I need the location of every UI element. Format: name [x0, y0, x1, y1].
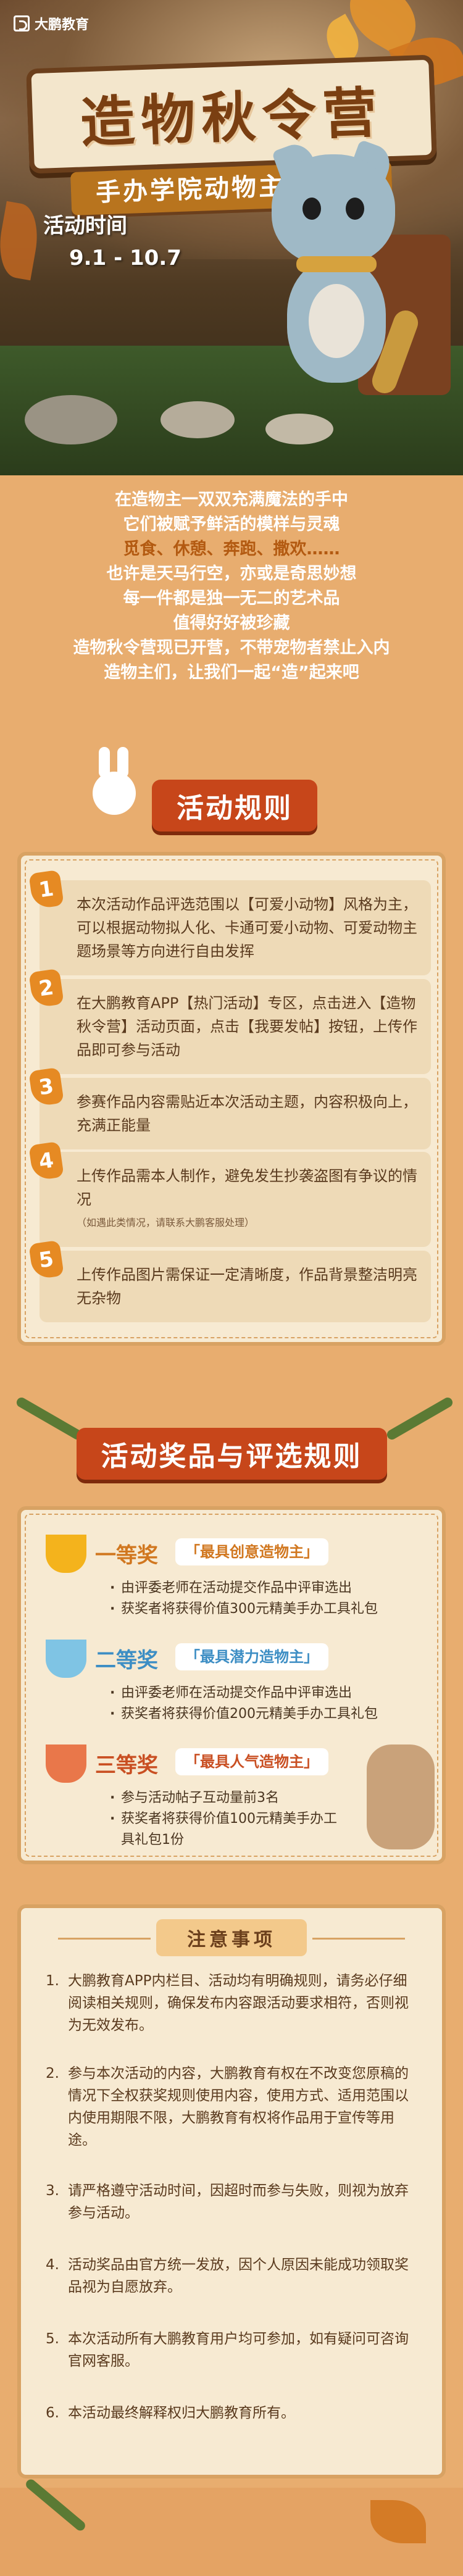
note-item: 4. 活动奖品由官方统一发放，因个人原因未能成功领取奖品视为自愿放弃。: [46, 2254, 416, 2298]
prize-details: 由评委老师在活动提交作品中评审选出 获奖者将获得价值200元精美手办工具礼包: [107, 1683, 378, 1725]
silver-trophy-icon: [46, 1640, 86, 1678]
prize-rank: 二等奖: [95, 1648, 158, 1673]
rule-item: 5 上传作品图片需保证一定清晰度，作品背景整洁明亮无杂物: [28, 1240, 431, 1322]
note-item: 5. 本次活动所有大鹏教育用户均可参加，如有疑问可咨询官网客服。: [46, 2328, 416, 2372]
event-time: 活动时间 9.1 - 10.7: [43, 210, 181, 274]
fern-decoration: [23, 2477, 88, 2533]
note-text: 参与本次活动的内容，大鹏教育有权在不改变您原稿的情况下全权获奖规则使用内容，使用…: [68, 2065, 409, 2148]
prizes-header-title: 活动奖品与评选规则: [76, 1428, 387, 1480]
prize-detail: 获奖者将获得价值100元精美手办工具礼包1份: [107, 1809, 342, 1851]
intro-text: 在造物主一双双充满魔法的手中 它们被赋予鲜活的模样与灵魂 觅食、休憩、奔跑、撒欢…: [0, 488, 463, 685]
bunny-icon: [80, 747, 148, 821]
rule-text: 本次活动作品评选范围以【可爱小动物】风格为主，可以根据动物拟人化、卡通可爱小动物…: [77, 896, 417, 960]
prize-rank: 三等奖: [95, 1753, 158, 1778]
cat-head: [272, 154, 395, 265]
brand-logo-text: 大鹏教育: [35, 17, 90, 33]
rule-note: （如遇此类情况，请联系大鹏客服处理）: [77, 1217, 255, 1228]
gold-trophy-icon: [46, 1535, 86, 1573]
prizes-header: 活动奖品与评选规则: [37, 1420, 426, 1488]
note-number: 1.: [46, 1973, 59, 1989]
rule-number: 1: [28, 869, 64, 910]
prize-detail: 获奖者将获得价值200元精美手办工具礼包: [107, 1704, 378, 1725]
event-time-label: 活动时间: [43, 214, 127, 238]
maple-leaf-icon: [370, 2500, 426, 2543]
prize-details: 参与活动帖子互动量前3名 获奖者将获得价值100元精美手办工具礼包1份: [107, 1788, 342, 1851]
rock: [265, 414, 333, 444]
note-item: 2. 参与本次活动的内容，大鹏教育有权在不改变您原稿的情况下全权获奖规则使用内容…: [46, 2062, 416, 2151]
hero-banner: 大鹏教育 造物秋令营 手办学院动物主题活动 活动时间 9.1 - 10.7: [0, 0, 463, 475]
prize-details: 由评委老师在活动提交作品中评审选出 获奖者将获得价值300元精美手办工具礼包: [107, 1578, 378, 1620]
notes-card: 注意事项 1. 大鹏教育APP内栏目、活动均有明确规则，请务必仔细阅读相关规则，…: [17, 1904, 446, 2478]
intro-line: 觅食、休憩、奔跑、撒欢……: [123, 540, 340, 559]
rules-card: 1 本次活动作品评选范围以【可爱小动物】风格为主，可以根据动物拟人化、卡通可爱小…: [17, 852, 446, 1346]
brand-logo[interactable]: 大鹏教育: [14, 14, 89, 33]
note-text: 本次活动所有大鹏教育用户均可参加，如有疑问可咨询官网客服。: [68, 2331, 409, 2369]
prize-tag: 「最具人气造物主」: [175, 1748, 328, 1775]
notes-header-title: 注意事项: [156, 1919, 307, 1956]
cow-figurine: [367, 1744, 435, 1849]
rule-text: 上传作品图片需保证一定清晰度，作品背景整洁明亮无杂物: [77, 1266, 417, 1307]
prize-second: 二等奖 「最具潜力造物主」 由评委老师在活动提交作品中评审选出 获奖者将获得价值…: [46, 1640, 428, 1732]
prize-tag: 「最具潜力造物主」: [175, 1643, 328, 1670]
rule-item: 4 上传作品需本人制作，避免发生抄袭盗图有争议的情况 （如遇此类情况，请联系大鹏…: [28, 1141, 431, 1247]
prizes-card: 一等奖 「最具创意造物主」 由评委老师在活动提交作品中评审选出 获奖者将获得价值…: [17, 1506, 446, 1864]
prize-third: 三等奖 「最具人气造物主」 参与活动帖子互动量前3名 获奖者将获得价值100元精…: [46, 1744, 428, 1849]
intro-line: 造物主们，让我们一起“造”起来吧: [104, 663, 359, 682]
rule-text: 上传作品需本人制作，避免发生抄袭盗图有争议的情况: [77, 1167, 417, 1208]
rule-item: 2 在大鹏教育APP【热门活动】专区，点击进入【造物秋令营】活动页面，点击【我要…: [28, 968, 431, 1074]
prize-detail: 由评委老师在活动提交作品中评审选出: [107, 1683, 378, 1704]
rule-number: 5: [28, 1240, 64, 1280]
note-text: 大鹏教育APP内栏目、活动均有明确规则，请务必仔细阅读相关规则，确保发布内容跟活…: [68, 1973, 409, 2033]
cat-belly: [309, 284, 364, 358]
note-number: 5.: [46, 2331, 59, 2347]
note-text: 活动奖品由官方统一发放，因个人原因未能成功领取奖品视为自愿放弃。: [68, 2257, 409, 2295]
rules-header-title: 活动规则: [152, 780, 317, 832]
note-item: 6. 本活动最终解释权归大鹏教育所有。: [46, 2402, 416, 2424]
note-item: 1. 大鹏教育APP内栏目、活动均有明确规则，请务必仔细阅读相关规则，确保发布内…: [46, 1970, 416, 2036]
rules-header: 活动规则: [130, 772, 340, 840]
note-text: 请严格遵守活动时间，因超时而参与失败，则视为放弃参与活动。: [68, 2183, 409, 2221]
rule-item: 1 本次活动作品评选范围以【可爱小动物】风格为主，可以根据动物拟人化、卡通可爱小…: [28, 869, 431, 975]
intro-line: 在造物主一双双充满魔法的手中: [115, 490, 348, 509]
note-item: 3. 请严格遵守活动时间，因超时而参与失败，则视为放弃参与活动。: [46, 2180, 416, 2224]
rule-item: 3 参赛作品内容需贴近本次活动主题，内容积极向上，充满正能量: [28, 1067, 431, 1149]
event-time-value: 9.1 - 10.7: [69, 246, 181, 270]
rule-number: 3: [28, 1067, 64, 1107]
intro-line: 每一件都是独一无二的艺术品: [123, 589, 340, 608]
cat-scarf: [296, 256, 377, 272]
notes-header: 注意事项: [21, 1919, 442, 1956]
prize-tag: 「最具创意造物主」: [175, 1538, 328, 1565]
note-number: 4.: [46, 2257, 59, 2273]
note-text: 本活动最终解释权归大鹏教育所有。: [68, 2405, 295, 2421]
rule-number: 2: [28, 968, 64, 1009]
prize-detail: 获奖者将获得价值300元精美手办工具礼包: [107, 1599, 378, 1620]
cat-eye: [302, 198, 321, 220]
intro-line: 造物秋令营现已开营，不带宠物者禁止入内: [73, 638, 390, 657]
cat-figurine: [253, 139, 422, 414]
intro-line: 值得好好被珍藏: [173, 614, 290, 633]
rock: [25, 395, 117, 444]
intro-line: 它们被赋予鲜活的模样与灵魂: [123, 515, 340, 534]
prize-first: 一等奖 「最具创意造物主」 由评委老师在活动提交作品中评审选出 获奖者将获得价值…: [46, 1535, 428, 1627]
rule-text: 在大鹏教育APP【热门活动】专区，点击进入【造物秋令营】活动页面，点击【我要发帖…: [77, 994, 417, 1059]
rock: [161, 401, 235, 438]
rule-text: 参赛作品内容需贴近本次活动主题，内容积极向上，充满正能量: [77, 1093, 417, 1134]
prize-detail: 由评委老师在活动提交作品中评审选出: [107, 1578, 378, 1599]
logo-mark-icon: [14, 15, 30, 31]
note-number: 2.: [46, 2065, 59, 2082]
prize-detail: 参与活动帖子互动量前3名: [107, 1788, 342, 1809]
note-number: 3.: [46, 2183, 59, 2199]
footer-decoration: [0, 2477, 463, 2576]
note-number: 6.: [46, 2405, 59, 2421]
intro-line: 也许是天马行空，亦或是奇思妙想: [106, 564, 357, 583]
cat-eye: [346, 198, 364, 220]
rule-number: 4: [28, 1141, 64, 1182]
bronze-trophy-icon: [46, 1744, 86, 1783]
prize-rank: 一等奖: [95, 1543, 158, 1568]
